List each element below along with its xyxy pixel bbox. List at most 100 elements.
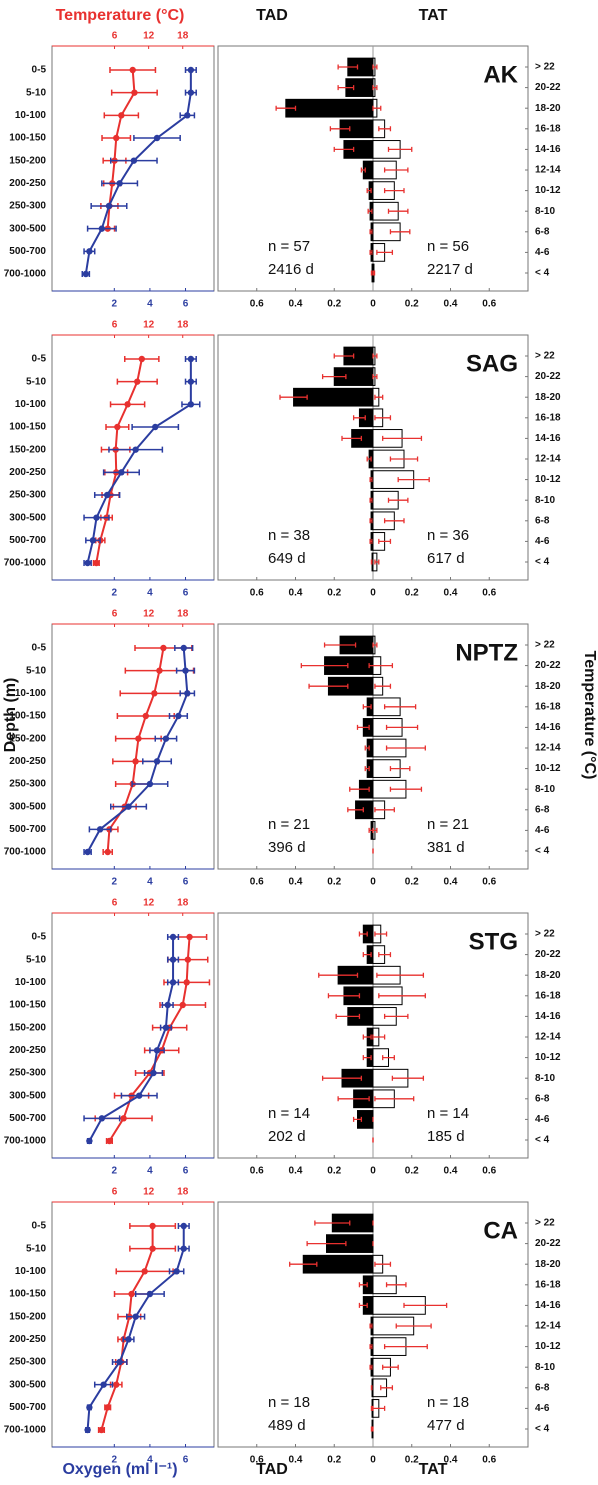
error-bar <box>356 724 370 730</box>
profile-point <box>153 758 161 765</box>
error-bar <box>366 456 372 462</box>
error-bar <box>369 1344 373 1350</box>
depth-label: 5-10 <box>26 376 46 387</box>
x-tick-label: 0.6 <box>250 588 264 599</box>
x-tick-label: 0.4 <box>289 299 303 310</box>
bin-label: < 4 <box>535 1424 550 1435</box>
profile-point <box>125 1336 132 1343</box>
profile-point <box>129 66 136 74</box>
error-bar <box>378 993 426 999</box>
tad-label: TAD <box>256 7 288 24</box>
x-tick-label: 6 <box>183 588 189 599</box>
bin-label: 12-14 <box>535 454 561 465</box>
sample-annotation: n = 36 <box>427 527 469 544</box>
sample-annotation: 2217 d <box>427 261 473 278</box>
error-bar <box>387 497 409 503</box>
profile-point <box>118 469 125 476</box>
error-bar <box>372 270 376 276</box>
error-bar <box>380 1385 394 1391</box>
bar <box>285 98 374 118</box>
sample-annotation: n = 21 <box>427 816 469 833</box>
depth-label: 0-5 <box>32 1221 47 1232</box>
x-tick-label: 2 <box>112 299 118 310</box>
profile-point <box>149 1222 156 1230</box>
error-bar <box>362 1055 372 1061</box>
profile-point <box>98 1426 105 1434</box>
x-tick-label: 0.4 <box>444 299 458 310</box>
x-tick-label: 4 <box>147 588 153 599</box>
profile-point <box>175 712 182 720</box>
error-bar <box>289 1261 318 1267</box>
bin-label: 6-8 <box>535 515 550 526</box>
x-tick-label: 0.2 <box>405 1455 419 1466</box>
depth-label: 250-300 <box>9 1068 46 1079</box>
bin-label: < 4 <box>535 846 550 857</box>
error-bar <box>387 146 413 152</box>
error-bar <box>397 477 430 483</box>
error-bar <box>327 993 361 999</box>
depth-label: 0-5 <box>32 65 47 76</box>
profile-line <box>106 647 165 853</box>
profile-line <box>86 1226 185 1431</box>
profile-point <box>187 401 195 408</box>
error-bar <box>376 972 425 978</box>
plot-frame <box>51 912 215 1159</box>
error-bar <box>321 1075 363 1081</box>
error-bar <box>389 456 419 462</box>
x-tick-label: 0.6 <box>482 877 496 888</box>
error-bar <box>335 1013 361 1019</box>
oxygen-axis-label: Oxygen (ml l⁻¹) <box>62 1461 177 1478</box>
panel-title: STG <box>469 928 518 955</box>
bin-label: 20-22 <box>535 82 561 93</box>
error-bar <box>360 167 366 173</box>
profile-point <box>180 1245 187 1252</box>
error-bar <box>358 1302 368 1308</box>
bin-label: > 22 <box>535 351 555 362</box>
bin-label: < 4 <box>535 1135 550 1146</box>
tad-label: TAD <box>256 1461 288 1478</box>
x-tick-label: 0 <box>370 299 376 310</box>
sample-annotation: n = 14 <box>268 1105 310 1122</box>
error-bar <box>352 415 366 421</box>
x-tick-label: 0.4 <box>444 1455 458 1466</box>
panel-title: NPTZ <box>455 639 518 666</box>
bin-label: 6-8 <box>535 804 550 815</box>
error-bar <box>391 1075 425 1081</box>
bin-label: 14-16 <box>535 433 561 444</box>
x2-tick-label: 12 <box>143 898 155 909</box>
bin-label: 4-6 <box>535 1114 550 1125</box>
error-bar <box>362 704 372 710</box>
profile-point <box>180 1222 187 1230</box>
depth-label: 700-1000 <box>4 1136 47 1147</box>
x-tick-label: 0.2 <box>405 588 419 599</box>
error-bar <box>370 270 374 276</box>
error-bar <box>314 1220 351 1226</box>
depth-label: 250-300 <box>9 490 46 501</box>
sample-annotation: n = 18 <box>268 1394 310 1411</box>
x-tick-label: 0.4 <box>444 588 458 599</box>
error-bar <box>372 1034 386 1040</box>
error-bar <box>369 518 373 524</box>
error-bar <box>374 415 392 421</box>
depth-label: 150-200 <box>9 1311 46 1322</box>
profile-point <box>187 89 195 96</box>
error-bar <box>382 435 423 441</box>
error-bar <box>364 745 370 751</box>
bin-label: 10-12 <box>535 1341 561 1352</box>
depth-label: 700-1000 <box>4 1425 47 1436</box>
depth-label: 200-250 <box>9 756 46 767</box>
profile-point <box>173 1268 180 1275</box>
bin-label: > 22 <box>535 62 555 73</box>
x2-tick-label: 6 <box>112 898 118 909</box>
depth-label: 200-250 <box>9 1334 46 1345</box>
profile-point <box>120 1115 127 1122</box>
profile-point <box>135 735 142 742</box>
bin-label: 4-6 <box>535 536 550 547</box>
profile-point <box>134 378 141 385</box>
error-bar <box>306 1241 347 1247</box>
profile-point <box>132 446 139 453</box>
error-bar <box>372 85 378 91</box>
profile-point <box>131 89 138 96</box>
tat-label: TAT <box>419 7 448 24</box>
bin-label: 18-20 <box>535 681 561 692</box>
